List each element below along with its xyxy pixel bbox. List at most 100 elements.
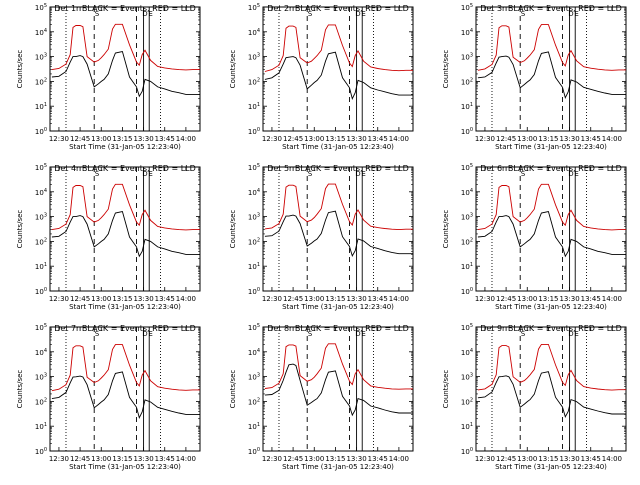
y-tick-label: 105	[461, 323, 473, 332]
marker-label: D	[142, 330, 147, 338]
marker-label: S	[95, 170, 100, 178]
y-tick-label: 100	[248, 287, 260, 296]
series-line-events	[477, 210, 626, 258]
x-tick-label: 14:00	[602, 295, 622, 303]
y-tick-label: 103	[35, 373, 47, 382]
marker-label: E	[148, 170, 152, 178]
x-tick-label: 14:00	[176, 455, 196, 463]
y-tick-label: 102	[461, 237, 473, 246]
x-tick-label: 13:15	[538, 455, 558, 463]
marker-label: D	[355, 330, 360, 338]
x-tick-label: 13:30	[559, 455, 579, 463]
plot-frame	[49, 166, 201, 292]
x-tick-label: 14:00	[176, 295, 196, 303]
y-tick-label: 101	[461, 262, 473, 271]
x-tick-label: 13:45	[155, 455, 175, 463]
y-tick-label: 102	[35, 397, 47, 406]
y-tick-label: 100	[35, 127, 47, 136]
marker-label: D	[568, 330, 573, 338]
y-axis-label: Counts/sec	[229, 50, 237, 89]
x-tick-label: 13:00	[91, 455, 111, 463]
plot-frame	[475, 6, 627, 132]
x-tick-label: 13:15	[538, 295, 558, 303]
series-line-lld	[264, 183, 413, 231]
series-line-events	[51, 50, 200, 98]
series-line-events	[264, 363, 413, 417]
plot-frame	[475, 166, 627, 292]
marker-label: D	[355, 170, 360, 178]
x-axis-label: Start Time (31-Jan-05 12:23:40)	[495, 463, 607, 471]
y-tick-label: 100	[35, 447, 47, 456]
x-axis-label: Start Time (31-Jan-05 12:23:40)	[69, 303, 181, 311]
y-tick-label: 105	[248, 323, 260, 332]
x-tick-label: 13:45	[368, 455, 388, 463]
x-tick-label: 13:00	[91, 295, 111, 303]
chart-title: Det 3r BLACK = Events, RED = LLD	[480, 4, 622, 13]
x-tick-label: 13:30	[346, 295, 366, 303]
x-tick-label: 13:30	[346, 455, 366, 463]
series-line-events	[51, 371, 200, 419]
y-tick-label: 101	[248, 422, 260, 431]
y-axis-label: Counts/sec	[16, 210, 24, 249]
x-tick-label: 12:30	[475, 135, 495, 143]
marker-label: D	[142, 170, 147, 178]
chart-panel-6: Det 6r BLACK = Events, RED = LLD 100 101 10…	[442, 163, 627, 311]
series-line-lld	[477, 183, 626, 231]
chart-panel-2: Det 2r BLACK = Events, RED = LLD 100 101 10…	[229, 3, 414, 151]
x-tick-label: 12:45	[283, 135, 303, 143]
chart-title: Det 5r BLACK = Events, RED = LLD	[267, 164, 409, 173]
series-line-lld	[477, 24, 626, 71]
x-tick-label: 12:45	[70, 135, 90, 143]
chart-title: Det 9r BLACK = Events, RED = LLD	[480, 324, 622, 333]
y-tick-label: 101	[35, 262, 47, 271]
y-tick-label: 102	[248, 237, 260, 246]
series-line-events	[264, 210, 413, 258]
y-tick-label: 102	[248, 77, 260, 86]
y-axis-label: Counts/sec	[16, 370, 24, 409]
x-tick-label: 13:00	[517, 135, 537, 143]
chart-title: Det 2r BLACK = Events, RED = LLD	[267, 4, 409, 13]
x-tick-label: 12:45	[496, 455, 516, 463]
x-axis-label: Start Time (31-Jan-05 12:23:40)	[282, 303, 394, 311]
y-tick-label: 103	[461, 213, 473, 222]
plot-frame	[262, 6, 414, 132]
y-tick-label: 100	[248, 447, 260, 456]
plot-frame	[49, 326, 201, 452]
chart-title: Det 1r BLACK = Events, RED = LLD	[54, 4, 196, 13]
y-axis-label: Counts/sec	[442, 210, 450, 249]
x-tick-label: 13:15	[112, 135, 132, 143]
marker-label: S	[308, 330, 313, 338]
x-tick-label: 13:15	[325, 455, 345, 463]
x-tick-label: 12:30	[475, 295, 495, 303]
y-tick-label: 102	[248, 397, 260, 406]
x-tick-label: 13:00	[91, 135, 111, 143]
marker-label: E	[361, 10, 365, 18]
x-axis-label: Start Time (31-Jan-05 12:23:40)	[282, 143, 394, 151]
x-tick-label: 14:00	[176, 135, 196, 143]
marker-label: D	[355, 10, 360, 18]
x-tick-label: 13:45	[155, 135, 175, 143]
x-tick-label: 14:00	[602, 455, 622, 463]
series-line-events	[264, 51, 413, 101]
y-tick-label: 102	[35, 77, 47, 86]
y-tick-label: 105	[461, 3, 473, 12]
y-tick-label: 100	[461, 287, 473, 296]
marker-label: D	[568, 170, 573, 178]
chart-title: Det 6r BLACK = Events, RED = LLD	[480, 164, 622, 173]
x-tick-label: 13:00	[304, 135, 324, 143]
x-tick-label: 13:45	[581, 455, 601, 463]
chart-panel-7: Det 7r BLACK = Events, RED = LLD 100 101 10…	[16, 323, 201, 471]
y-tick-label: 103	[35, 213, 47, 222]
chart-panel-5: Det 5r BLACK = Events, RED = LLD 100 101 10…	[229, 163, 414, 311]
x-tick-label: 12:30	[262, 295, 282, 303]
x-tick-label: 13:30	[346, 135, 366, 143]
y-axis-label: Counts/sec	[16, 50, 24, 89]
x-tick-label: 12:45	[70, 295, 90, 303]
y-tick-label: 101	[248, 262, 260, 271]
y-tick-label: 104	[461, 28, 473, 37]
x-tick-label: 13:30	[133, 455, 153, 463]
x-tick-label: 13:45	[581, 135, 601, 143]
y-tick-label: 100	[248, 127, 260, 136]
marker-label: S	[308, 170, 313, 178]
